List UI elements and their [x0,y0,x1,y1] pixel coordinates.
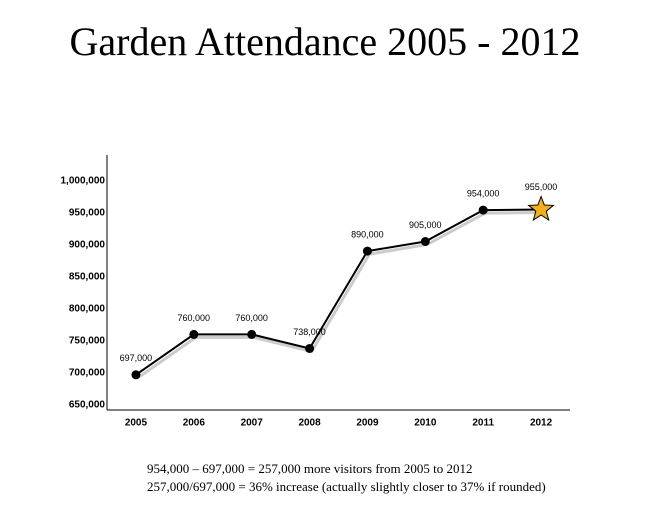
chart-title: Garden Attendance 2005 - 2012 [70,19,581,64]
x-tick-label: 2010 [414,418,437,429]
star-marker [527,195,555,222]
line-shadow [137,210,544,379]
y-tick-label: 900,000 [69,239,106,250]
data-label: 760,000 [235,313,268,323]
x-tick-label: 2007 [241,418,264,429]
point [420,236,430,246]
y-tick-label: 700,000 [69,367,106,378]
annotation: 257,000/697,000 = 36% increase (actually… [147,479,546,494]
point [362,246,372,256]
y-tick-label: 850,000 [69,271,106,282]
x-tick-label: 2005 [125,418,148,429]
point [247,329,257,339]
y-tick-label: 750,000 [69,335,106,346]
point [131,370,141,380]
data-label: 955,000 [525,182,558,192]
data-label: 890,000 [351,229,384,239]
data-label: 905,000 [409,220,442,230]
data-label: 760,000 [178,313,211,323]
y-tick-label: 800,000 [69,303,106,314]
y-tick-label: 650,000 [69,400,106,411]
annotation: 954,000 – 697,000 = 257,000 more visitor… [147,461,472,476]
data-label: 697,000 [120,353,153,363]
y-tick-label: 950,000 [69,207,106,218]
y-tick-label: 1,000,000 [61,175,106,186]
x-tick-label: 2008 [298,418,321,429]
x-tick-label: 2011 [472,418,494,429]
line [135,208,542,376]
point [478,205,488,215]
point [305,343,315,353]
x-tick-label: 2012 [530,418,553,429]
point [189,329,199,339]
x-tick-label: 2009 [356,418,379,429]
x-tick-label: 2006 [183,418,206,429]
data-label: 738,000 [293,327,326,337]
data-label: 954,000 [467,188,500,198]
